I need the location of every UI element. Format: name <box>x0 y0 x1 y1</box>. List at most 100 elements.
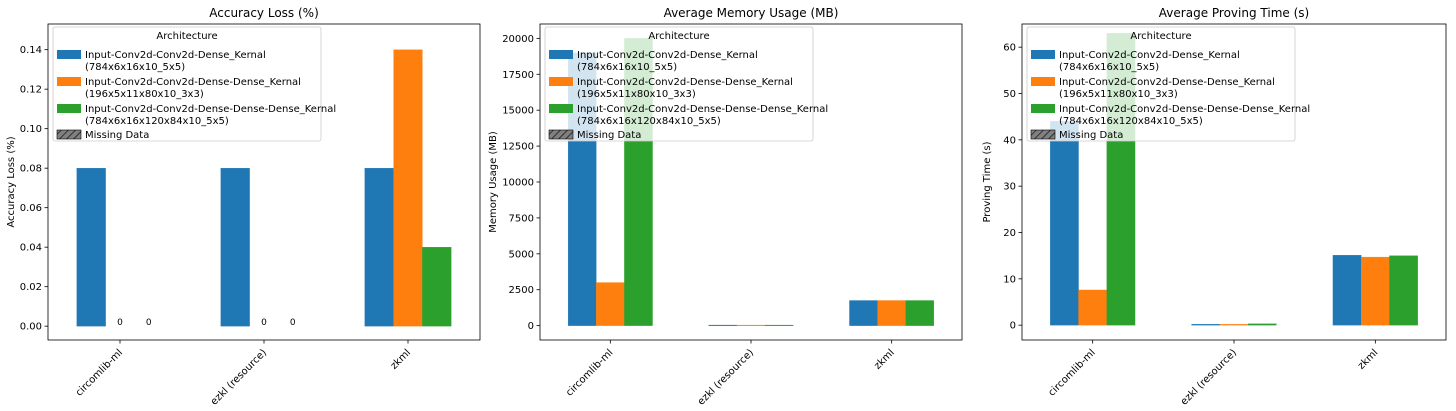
y-tick-label-4: 40 <box>1003 135 1016 146</box>
y-tick-label-1: 0.02 <box>20 282 42 293</box>
legend-entry-0-line-0: Input-Conv2d-Conv2d-Dense_Kernal <box>85 50 266 61</box>
legend-swatch-0 <box>57 50 81 59</box>
bar-s1-c2 <box>393 49 423 327</box>
legend-swatch-1 <box>1031 77 1055 86</box>
legend-swatch-missing <box>548 129 574 140</box>
legend: Architecture Input-Conv2d-Conv2d-Dense_Ke… <box>544 26 828 142</box>
x-tick-label-0: circomlib-ml <box>74 347 125 398</box>
bar-s2-c2 <box>1389 255 1418 326</box>
y-tick-label-6: 60 <box>1003 43 1016 54</box>
value-label-3: 0 <box>290 318 296 328</box>
x-tick-label-1: ezkl (resource) <box>696 347 756 407</box>
y-tick-label-2: 20 <box>1003 228 1016 239</box>
legend-entry-2-line-0: Input-Conv2d-Conv2d-Dense-Dense-Dense_Ke… <box>1059 104 1310 115</box>
x-tick-label-2: zkml <box>389 347 413 371</box>
y-tick-label-5: 0.10 <box>20 124 42 135</box>
y-tick-label-5: 50 <box>1003 89 1016 100</box>
legend-entry-1-line-1: (196x5x11x80x10_3x3) <box>577 89 696 100</box>
value-label-1: 0 <box>146 318 152 328</box>
legend-entry-1-line-1: (196x5x11x80x10_3x3) <box>85 89 204 100</box>
legend: Architecture Input-Conv2d-Conv2d-Dense_Ke… <box>1026 26 1310 142</box>
bar-s1-c0 <box>1078 289 1107 326</box>
legend-title: Architecture <box>1130 31 1191 42</box>
legend-swatch-missing <box>56 129 82 140</box>
legend-entry-1-line-0: Input-Conv2d-Conv2d-Dense-Dense_Kernal <box>577 77 793 88</box>
legend-entry-2-line-1: (784x6x16x120x84x10_5x5) <box>1059 116 1203 127</box>
legend-entry-0-line-0: Input-Conv2d-Conv2d-Dense_Kernal <box>577 50 758 61</box>
bar-s2-c2 <box>422 247 452 327</box>
legend-entry-0-line-1: (784x6x16x10_5x5) <box>1059 62 1159 73</box>
bar-s0-c2 <box>849 300 878 326</box>
legend-entry-0-line-1: (784x6x16x10_5x5) <box>85 62 185 73</box>
legend-entry-missing: Missing Data <box>1059 130 1123 141</box>
x-tick-label-0: circomlib-ml <box>1046 347 1097 398</box>
bar-s1-c2 <box>877 300 906 326</box>
y-tick-label-2: 5000 <box>509 249 534 260</box>
y-axis-label: Proving Time (s) <box>982 141 993 222</box>
legend-entry-missing: Missing Data <box>85 130 149 141</box>
y-tick-label-7: 0.14 <box>20 45 42 56</box>
legend-entry-2-line-1: (784x6x16x120x84x10_5x5) <box>577 116 721 127</box>
legend: Architecture Input-Conv2d-Conv2d-Dense_Ke… <box>52 26 336 142</box>
legend-swatch-2 <box>549 104 573 113</box>
bar-s0-c2 <box>364 168 394 327</box>
bar-s1-c2 <box>1361 256 1390 326</box>
bar-s0-c0 <box>76 168 106 327</box>
legend-swatch-missing <box>1030 129 1056 140</box>
bar-s0-c2 <box>1332 255 1362 326</box>
legend-box <box>52 26 322 142</box>
chart-panel-1: Average Memory Usage (MB) 0 2500 5000 7500 10… <box>488 6 963 408</box>
y-axis-label: Accuracy Loss (%) <box>6 136 17 227</box>
x-tick-label-0: circomlib-ml <box>564 347 615 398</box>
legend-entry-2-line-1: (784x6x16x120x84x10_5x5) <box>85 116 229 127</box>
value-label-0: 0 <box>117 318 123 328</box>
x-tick-label-1: ezkl (resource) <box>1179 347 1239 407</box>
bar-s0-c0 <box>1050 121 1079 326</box>
y-tick-label-0: 0 <box>1010 321 1016 332</box>
legend-entry-1-line-1: (196x5x11x80x10_3x3) <box>1059 89 1178 100</box>
bar-s1-c1 <box>736 324 766 327</box>
y-tick-label-5: 12500 <box>502 142 534 153</box>
legend-swatch-0 <box>549 50 573 59</box>
bar-s0-c1 <box>708 324 738 327</box>
legend-entry-1-line-0: Input-Conv2d-Conv2d-Dense-Dense_Kernal <box>1059 77 1275 88</box>
legend-entry-2-line-0: Input-Conv2d-Conv2d-Dense-Dense-Dense_Ke… <box>577 104 828 115</box>
legend-title: Architecture <box>648 31 709 42</box>
chart-panel-2: Average Proving Time (s) 0 10 20 30 40 50 60 Pro… <box>982 6 1447 408</box>
legend-entry-1-line-0: Input-Conv2d-Conv2d-Dense-Dense_Kernal <box>85 77 301 88</box>
legend-entry-0-line-1: (784x6x16x10_5x5) <box>577 62 677 73</box>
legend-entry-missing: Missing Data <box>577 130 641 141</box>
y-tick-label-6: 0.12 <box>20 85 42 96</box>
chart-panel-0: Accuracy Loss (%) 0 0 0 0 0.00 0.02 0.04 0.06 0.0… <box>6 6 481 408</box>
legend-swatch-0 <box>1031 50 1055 59</box>
y-tick-label-1: 2500 <box>509 285 534 296</box>
legend-box <box>1026 26 1296 142</box>
x-tick-label-2: zkml <box>872 347 896 371</box>
y-tick-label-7: 17500 <box>502 70 534 81</box>
legend-swatch-1 <box>57 77 81 86</box>
bar-s0-c1 <box>1191 324 1221 326</box>
x-tick-label-1: ezkl (resource) <box>209 347 269 407</box>
chart-title: Accuracy Loss (%) <box>209 6 319 20</box>
y-axis-label: Memory Usage (MB) <box>488 131 499 233</box>
chart-title: Average Proving Time (s) <box>1159 6 1309 20</box>
legend-title: Architecture <box>156 31 217 42</box>
value-label-2: 0 <box>261 318 267 328</box>
bar-s2-c1 <box>1247 323 1277 326</box>
y-tick-label-3: 30 <box>1003 182 1016 193</box>
chart-title: Average Memory Usage (MB) <box>664 6 839 20</box>
y-tick-label-3: 0.06 <box>20 203 42 214</box>
y-tick-label-8: 20000 <box>502 34 534 45</box>
legend-swatch-2 <box>57 104 81 113</box>
y-tick-label-4: 10000 <box>502 178 534 189</box>
y-tick-label-0: 0.00 <box>20 322 42 333</box>
y-tick-label-6: 15000 <box>502 106 534 117</box>
x-tick-label-2: zkml <box>1356 347 1380 371</box>
y-tick-label-1: 10 <box>1003 274 1016 285</box>
legend-box <box>544 26 814 142</box>
legend-swatch-1 <box>549 77 573 86</box>
bar-s2-c2 <box>905 300 935 326</box>
y-tick-label-2: 0.04 <box>20 243 42 254</box>
bar-s1-c1 <box>1219 324 1249 326</box>
legend-entry-2-line-0: Input-Conv2d-Conv2d-Dense-Dense-Dense_Ke… <box>85 104 336 115</box>
